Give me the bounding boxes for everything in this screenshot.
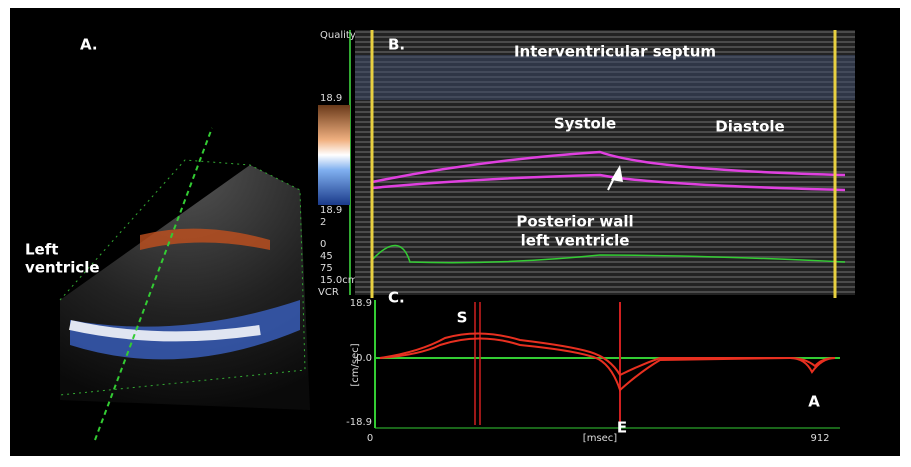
scale-label: 75 [320, 263, 333, 274]
panel-label: C. [388, 289, 405, 307]
annotation: left ventricle [521, 232, 630, 250]
annotation: Diastole [715, 118, 784, 136]
scale-label: VCR [318, 287, 339, 298]
annotation: Posterior wall [516, 213, 633, 231]
scale-label: Quality [320, 30, 356, 41]
peak-label: A [808, 393, 820, 411]
x-tick-label: 912 [810, 433, 829, 444]
y-tick-label: -18.9 [346, 417, 372, 428]
scale-label: 18.9 [320, 205, 342, 216]
annotation: Systole [554, 115, 616, 133]
x-tick-label: 0 [367, 433, 373, 444]
peak-label: E [617, 419, 627, 437]
scale-label: 2 [320, 217, 326, 228]
scale-label: 15.0cm [320, 275, 358, 286]
screenshot: A. Left ventricle Quality 18.9 18.9 2 0 … [0, 0, 911, 467]
annotation: Left [25, 241, 58, 259]
peak-label: S [457, 309, 468, 327]
scale-label: 18.9 [320, 93, 342, 104]
x-axis-label: [msec] [583, 433, 618, 444]
scale-label: 0 [320, 239, 326, 250]
annotation: Interventricular septum [514, 43, 716, 61]
panel-label: B. [388, 36, 405, 54]
scale-label: 45 [320, 251, 333, 262]
y-tick-label: 18.9 [350, 298, 372, 309]
septum-band [355, 55, 855, 100]
y-axis-label: [cm/sec] [350, 343, 361, 386]
annotation: ventricle [25, 259, 100, 277]
panel-label: A. [80, 36, 98, 54]
page: A. Left ventricle Quality 18.9 18.9 2 0 … [0, 0, 911, 467]
color-bar [318, 105, 350, 205]
